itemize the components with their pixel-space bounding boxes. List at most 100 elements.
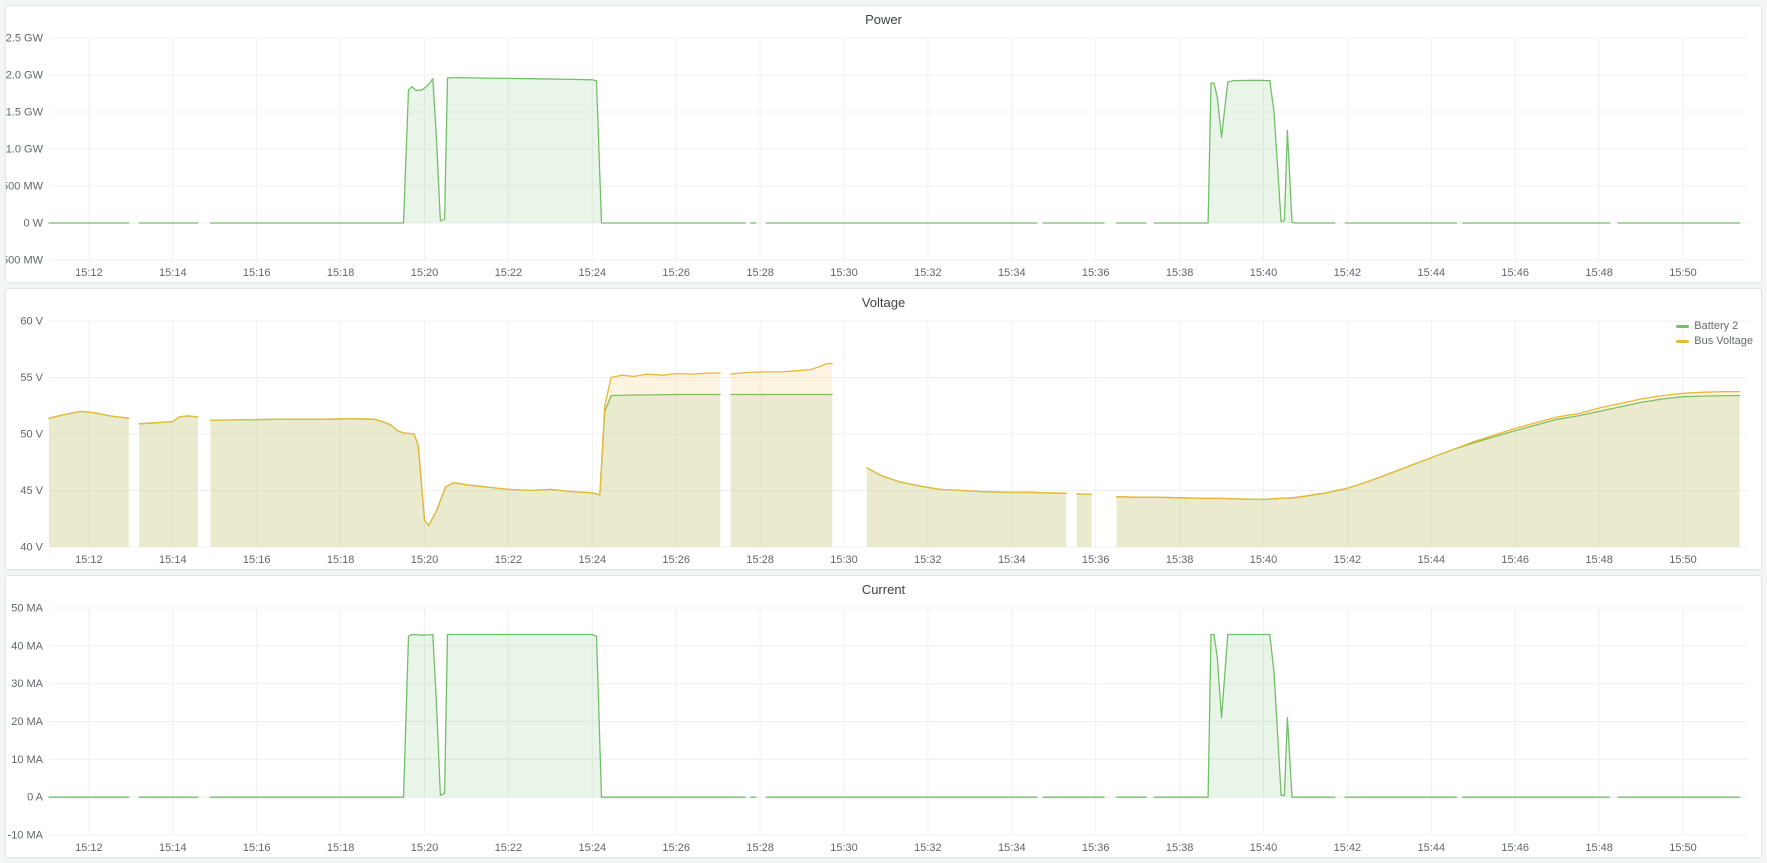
x-tick-label: 15:40 bbox=[1250, 842, 1278, 854]
series-bus-voltage-area bbox=[210, 373, 721, 547]
power-chart[interactable]: 15:12 15:14 15:16 15:18 15:20 15:22 15:24 15:26… bbox=[6, 32, 1761, 282]
series-bus-voltage-area bbox=[730, 363, 833, 547]
x-tick-label: 15:42 bbox=[1334, 842, 1362, 854]
panel-voltage: Voltage 15:12 15:14 15:16 15:18 15:20 15:22 15… bbox=[5, 288, 1762, 570]
x-tick-label: 15:34 bbox=[998, 267, 1026, 279]
y-tick-label: 50 MA bbox=[11, 603, 43, 615]
x-tick-label: 15:38 bbox=[1166, 554, 1194, 566]
y-tick-label: 2.0 GW bbox=[6, 70, 44, 82]
y-tick-label: 55 V bbox=[20, 372, 43, 384]
series-power-line bbox=[1153, 79, 1336, 224]
voltage-chart-svg: 15:12 15:14 15:16 15:18 15:20 15:22 15:24 15:26… bbox=[20, 316, 1748, 566]
legend-item-battery-2[interactable]: Battery 2 bbox=[1676, 319, 1753, 334]
legend-swatch-battery-2 bbox=[1676, 325, 1690, 328]
series-current-line bbox=[209, 633, 747, 798]
series-bus-voltage-line bbox=[1115, 390, 1741, 501]
series-battery-2-area bbox=[867, 467, 1067, 547]
y-tick-label: 45 V bbox=[20, 485, 43, 497]
x-tick-label: 15:14 bbox=[159, 267, 187, 279]
x-tick-label: 15:24 bbox=[579, 267, 607, 279]
current-chart-svg: 15:12 15:14 15:16 15:18 15:20 15:22 15:24 15:26… bbox=[8, 603, 1748, 854]
x-tick-label: 15:44 bbox=[1418, 554, 1446, 566]
series-bus-voltage-line bbox=[866, 467, 1067, 494]
x-tick-label: 15:22 bbox=[495, 554, 523, 566]
x-tick-label: 15:12 bbox=[75, 267, 103, 279]
series-power-area bbox=[1154, 80, 1335, 223]
y-tick-label: 2.5 GW bbox=[6, 33, 44, 45]
x-tick-label: 15:32 bbox=[914, 267, 942, 279]
x-tick-label: 15:12 bbox=[75, 842, 103, 854]
x-tick-label: 15:44 bbox=[1418, 842, 1446, 854]
y-tick-label: 500 MW bbox=[6, 181, 44, 193]
series-bus-voltage-line bbox=[730, 362, 833, 375]
x-tick-label: 15:16 bbox=[243, 554, 271, 566]
x-tick-label: 15:22 bbox=[495, 267, 523, 279]
x-tick-label: 15:42 bbox=[1334, 267, 1362, 279]
x-tick-label: 15:18 bbox=[327, 267, 355, 279]
legend-swatch-bus-voltage bbox=[1676, 340, 1690, 343]
x-tick-label: 15:38 bbox=[1166, 267, 1194, 279]
y-tick-label: 0 W bbox=[23, 218, 43, 230]
y-tick-label: -10 MA bbox=[8, 830, 44, 842]
series-current-area bbox=[1154, 634, 1335, 798]
y-tick-label: 1.5 GW bbox=[6, 107, 44, 119]
x-tick-label: 15:20 bbox=[411, 267, 439, 279]
x-tick-label: 15:18 bbox=[327, 554, 355, 566]
x-tick-label: 15:28 bbox=[746, 267, 774, 279]
x-tick-label: 15:26 bbox=[662, 554, 690, 566]
panel-current: Current 15:12 15:14 15:16 15:18 15:20 15:22 15… bbox=[5, 575, 1762, 858]
series-battery-2-area bbox=[730, 394, 833, 547]
x-tick-label: 15:38 bbox=[1166, 842, 1194, 854]
x-tick-label: 15:44 bbox=[1418, 267, 1446, 279]
x-tick-label: 15:34 bbox=[998, 554, 1026, 566]
y-tick-label: -500 MW bbox=[6, 255, 44, 267]
series-battery-2-area bbox=[1116, 395, 1740, 547]
x-tick-label: 15:36 bbox=[1082, 842, 1110, 854]
x-tick-label: 15:28 bbox=[746, 554, 774, 566]
series-bus-voltage-area bbox=[867, 467, 1067, 547]
x-tick-label: 15:48 bbox=[1585, 554, 1613, 566]
x-tick-label: 15:24 bbox=[579, 554, 607, 566]
x-tick-label: 15:50 bbox=[1669, 842, 1697, 854]
x-tick-label: 15:18 bbox=[327, 842, 355, 854]
x-tick-label: 15:40 bbox=[1250, 267, 1278, 279]
x-tick-label: 15:20 bbox=[411, 842, 439, 854]
x-tick-label: 15:16 bbox=[243, 842, 271, 854]
panel-title-voltage[interactable]: Voltage bbox=[861, 294, 906, 310]
x-tick-label: 15:22 bbox=[495, 842, 523, 854]
y-tick-label: 60 V bbox=[20, 316, 43, 328]
grid bbox=[49, 37, 1748, 261]
series-battery-2-area bbox=[49, 411, 129, 547]
x-tick-label: 15:36 bbox=[1082, 554, 1110, 566]
current-chart[interactable]: 15:12 15:14 15:16 15:18 15:20 15:22 15:24 15:26… bbox=[6, 602, 1761, 857]
legend-item-bus-voltage[interactable]: Bus Voltage bbox=[1676, 334, 1753, 349]
panel-title-current[interactable]: Current bbox=[861, 581, 906, 597]
x-tick-label: 15:48 bbox=[1585, 842, 1613, 854]
x-tick-label: 15:32 bbox=[914, 842, 942, 854]
legend-label-bus-voltage: Bus Voltage bbox=[1694, 335, 1753, 347]
x-tick-label: 15:30 bbox=[830, 554, 858, 566]
legend-label-battery-2: Battery 2 bbox=[1694, 320, 1739, 332]
grid bbox=[49, 607, 1748, 836]
series-battery-2-area bbox=[210, 394, 721, 547]
x-tick-label: 15:26 bbox=[662, 267, 690, 279]
series-bus-voltage-area bbox=[1116, 391, 1740, 547]
x-tick-label: 15:36 bbox=[1082, 267, 1110, 279]
x-tick-label: 15:48 bbox=[1585, 267, 1613, 279]
power-chart-svg: 15:12 15:14 15:16 15:18 15:20 15:22 15:24 15:26… bbox=[6, 33, 1748, 279]
y-tick-label: 40 MA bbox=[11, 640, 43, 652]
series-bus-voltage-area bbox=[1076, 493, 1092, 547]
panel-title-power[interactable]: Power bbox=[865, 11, 902, 27]
x-tick-label: 15:50 bbox=[1669, 267, 1697, 279]
y-tick-label: 1.0 GW bbox=[6, 144, 44, 156]
x-tick-label: 15:46 bbox=[1501, 554, 1529, 566]
x-tick-label: 15:16 bbox=[243, 267, 271, 279]
series-power-area bbox=[210, 77, 746, 223]
legend: Battery 2 Bus Voltage bbox=[1676, 319, 1753, 349]
grid bbox=[49, 320, 1748, 548]
x-tick-label: 15:30 bbox=[830, 267, 858, 279]
y-tick-label: 50 V bbox=[20, 429, 43, 441]
series-bus-voltage-line bbox=[138, 415, 199, 425]
voltage-chart[interactable]: 15:12 15:14 15:16 15:18 15:20 15:22 15:24 15:26… bbox=[6, 315, 1761, 569]
